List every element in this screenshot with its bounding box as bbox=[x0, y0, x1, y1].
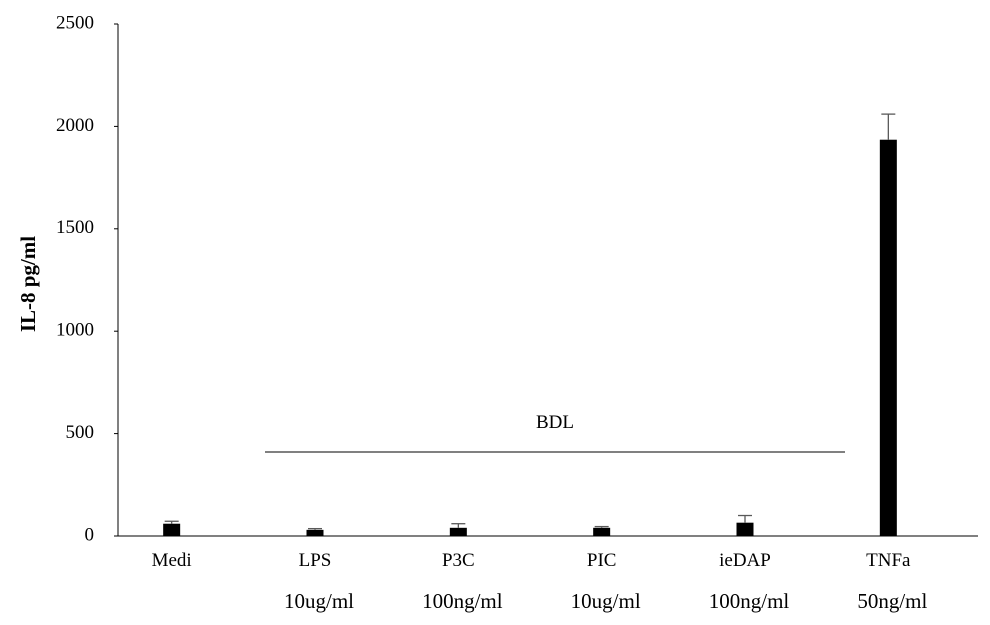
concentration-label-iedap: 100ng/ml bbox=[709, 589, 790, 613]
category-label-iedap: ieDAP bbox=[719, 550, 771, 571]
y-tick-label: 0 bbox=[85, 524, 95, 545]
y-tick-label: 2500 bbox=[56, 12, 94, 33]
y-axis-label: IL-8 pg/ml bbox=[16, 236, 40, 332]
y-tick-label: 500 bbox=[66, 422, 95, 443]
concentration-label-tnfa: 50ng/ml bbox=[857, 589, 927, 613]
concentration-label-pic: 10ug/ml bbox=[571, 589, 641, 613]
bdl-annotation: BDL bbox=[536, 412, 574, 433]
concentration-label-p3c: 100ng/ml bbox=[422, 589, 503, 613]
category-label-p3c: P3C bbox=[442, 550, 475, 571]
y-tick-label: 1000 bbox=[56, 320, 94, 341]
bar-iedap bbox=[736, 522, 754, 536]
category-label-medi: Medi bbox=[152, 550, 192, 571]
bar-pic bbox=[593, 527, 611, 536]
category-label-tnfa: TNFa bbox=[866, 550, 911, 571]
concentration-label-lps: 10ug/ml bbox=[284, 589, 354, 613]
bar-p3c bbox=[449, 527, 467, 536]
bar-tnfa bbox=[879, 139, 897, 536]
bar-medi bbox=[163, 523, 181, 536]
category-label-pic: PIC bbox=[587, 550, 617, 571]
y-tick-label: 2000 bbox=[56, 115, 94, 136]
bar-lps bbox=[306, 529, 324, 536]
category-label-lps: LPS bbox=[299, 550, 332, 571]
y-tick-label: 1500 bbox=[56, 217, 94, 238]
